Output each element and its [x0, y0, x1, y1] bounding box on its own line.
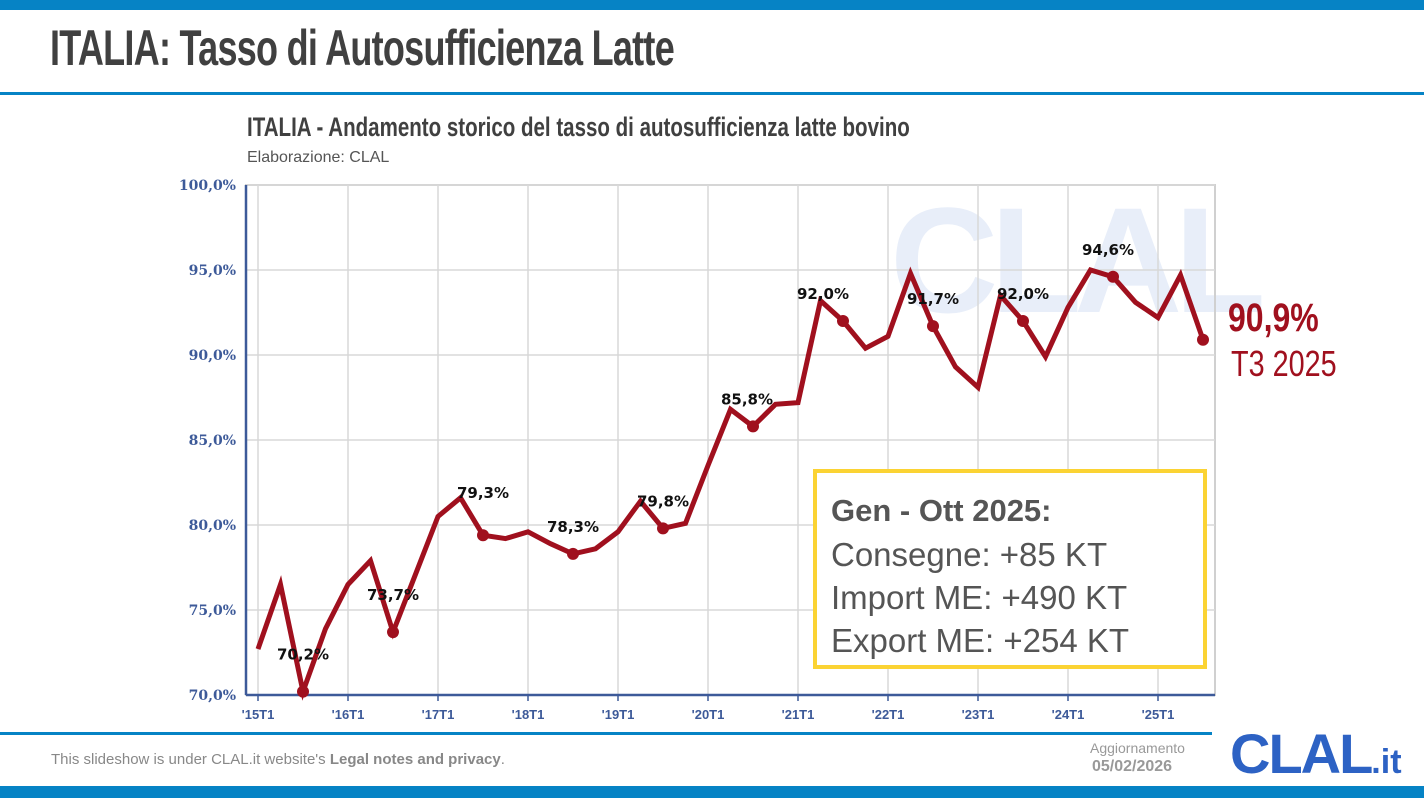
data-labels: 70,2% 73,7% 79,3% 78,3% 79,8% 85,8% 92,0% 91,7%…: [277, 241, 1134, 664]
legal-prefix: This slideshow is under CLAL.it website'…: [51, 751, 330, 768]
summary-heading: Gen - Ott 2025:: [831, 493, 1052, 528]
data-label: 92,0%: [997, 285, 1049, 303]
data-point-marker: [297, 685, 309, 698]
y-tick-label: 70,0%: [189, 688, 236, 704]
update-date: 05/02/2026: [1092, 758, 1173, 775]
y-tick-label: 100,0%: [179, 178, 236, 194]
x-axis-ticks: '15T1 '16T1 '17T1 '18T1 '19T1 '20T1 '21T1 '22T1…: [242, 695, 1175, 722]
legal-notes-link[interactable]: Legal notes and privacy: [329, 751, 501, 768]
last-value: 90,9%: [1228, 296, 1319, 340]
x-tick-label: '19T1: [602, 707, 635, 722]
summary-line-consegne: Consegne: +85 KT: [831, 536, 1108, 573]
summary-box: Gen - Ott 2025: Consegne: +85 KT Import …: [813, 469, 1207, 669]
data-label: 92,0%: [797, 285, 849, 303]
data-point-marker: [477, 529, 489, 542]
page-title: ITALIA: Tasso di Autosufficienza Latte: [50, 20, 675, 76]
x-tick-label: '22T1: [872, 707, 905, 722]
logo-suffix: .it: [1371, 743, 1402, 781]
x-tick-label: '25T1: [1142, 707, 1175, 722]
data-point-marker: [927, 320, 939, 333]
data-point-marker: [837, 315, 849, 327]
x-tick-label: '24T1: [1052, 707, 1085, 722]
x-tick-label: '21T1: [782, 707, 815, 722]
y-tick-label: 85,0%: [189, 433, 236, 449]
y-tick-label: 90,0%: [189, 348, 236, 364]
y-tick-label: 75,0%: [189, 603, 236, 619]
chart-subtitle: Elaborazione: CLAL: [247, 149, 390, 166]
data-label: 79,3%: [457, 484, 509, 502]
x-tick-label: '17T1: [422, 707, 455, 722]
data-label: 85,8%: [721, 390, 773, 408]
x-tick-label: '15T1: [242, 707, 275, 722]
chart-title: ITALIA - Andamento storico del tasso di …: [247, 112, 910, 142]
logo-main: CLAL: [1230, 722, 1373, 785]
title-divider: [0, 92, 1424, 95]
data-label: 78,3%: [547, 518, 599, 536]
clal-watermark: CLAL: [890, 176, 1270, 344]
x-tick-label: '18T1: [512, 707, 545, 722]
series-line: [255, 266, 1206, 701]
x-tick-label: '23T1: [962, 707, 995, 722]
bottom-bar: [0, 786, 1424, 798]
data-label: 73,7%: [367, 586, 419, 604]
data-point-marker: [1197, 333, 1209, 346]
data-point-marker: [1107, 270, 1119, 283]
data-point-marker: [1017, 315, 1029, 327]
data-point-marker: [387, 626, 399, 639]
data-label: 91,7%: [907, 290, 959, 308]
series-markers: [297, 270, 1209, 698]
summary-line-export: Export ME: +254 KT: [831, 622, 1130, 659]
data-point-marker: [747, 420, 759, 433]
y-tick-label: 80,0%: [189, 518, 236, 534]
series-polyline: [255, 266, 1206, 701]
clal-logo[interactable]: CLAL.it: [1230, 722, 1402, 794]
legal-suffix: .: [500, 751, 505, 768]
x-tick-label: '20T1: [692, 707, 725, 722]
data-label: 94,6%: [1082, 241, 1134, 259]
update-label: Aggiornamento: [1090, 740, 1185, 756]
data-point-marker: [657, 522, 669, 535]
chart-axes: [244, 185, 1215, 697]
legal-note: This slideshow is under CLAL.it website'…: [51, 751, 505, 768]
last-period: T3 2025: [1231, 343, 1337, 384]
data-label: 79,8%: [637, 492, 689, 510]
y-tick-label: 95,0%: [189, 263, 236, 279]
data-point-marker: [567, 547, 579, 560]
top-bar: [0, 0, 1424, 10]
watermark-text: CLAL: [890, 176, 1262, 344]
footer-divider: [0, 732, 1212, 735]
data-label: 70,2%: [277, 646, 329, 664]
x-tick-label: '16T1: [332, 707, 365, 722]
y-axis-ticks: 70,0% 75,0% 80,0% 85,0% 90,0% 95,0% 100,0%: [179, 178, 236, 704]
summary-line-import: Import ME: +490 KT: [831, 579, 1128, 616]
